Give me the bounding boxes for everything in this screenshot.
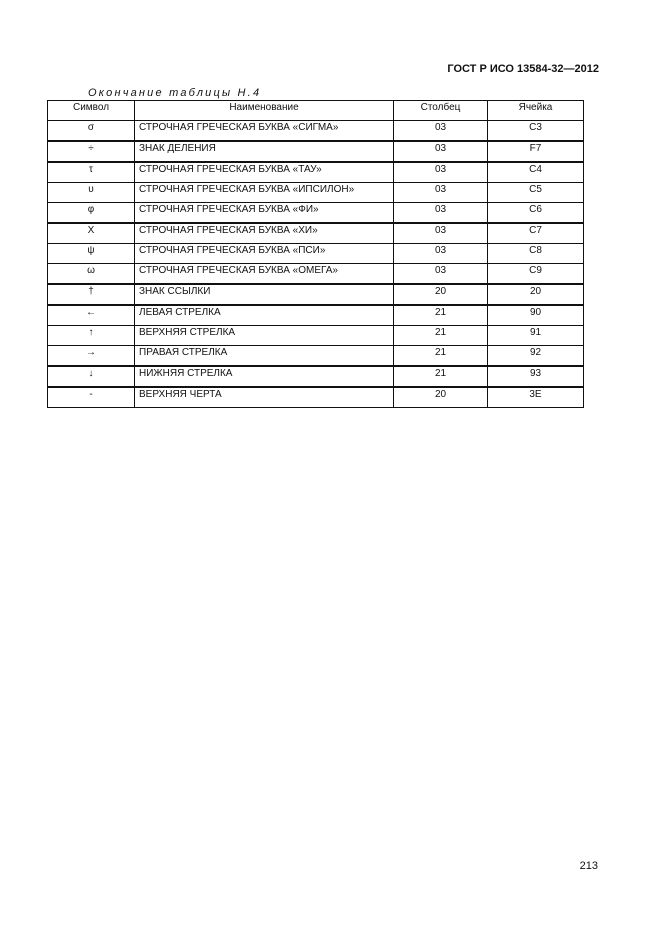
cell-column: 21 — [393, 325, 488, 346]
table-row: ÷ ЗНАК ДЕЛЕНИЯ 03 F7 — [47, 140, 584, 163]
cell-column: 03 — [393, 202, 488, 224]
table-row: υ СТРОЧНАЯ ГРЕЧЕСКАЯ БУКВА «ИПСИЛОН» 03 C5 — [47, 182, 584, 203]
table-row: φ СТРОЧНАЯ ГРЕЧЕСКАЯ БУКВА «ФИ» 03 C6 — [47, 202, 584, 224]
cell-symbol: ψ — [47, 243, 135, 264]
table-caption: Окончание таблицы Н.4 — [88, 87, 262, 99]
cell-name: ЗНАК ДЕЛЕНИЯ — [134, 140, 394, 163]
cell-name: ВЕРХНЯЯ СТРЕЛКА — [134, 325, 394, 346]
cell-symbol: ÷ — [47, 140, 135, 163]
cell-symbol: τ — [47, 161, 135, 183]
cell-cell: F7 — [487, 140, 584, 163]
character-table: Символ Наименование Столбец Ячейка σ СТРО… — [47, 100, 584, 408]
table-row: ↑ ВЕРХНЯЯ СТРЕЛКА 21 91 — [47, 325, 584, 346]
table-row: ← ЛЕВАЯ СТРЕЛКА 21 90 — [47, 304, 584, 326]
cell-cell: C7 — [487, 222, 584, 244]
cell-column: 20 — [393, 283, 488, 306]
cell-cell: C5 — [487, 182, 584, 203]
cell-column: 20 — [393, 386, 488, 408]
cell-name: ЗНАК ССЫЛКИ — [134, 283, 394, 306]
cell-symbol: † — [47, 283, 135, 306]
cell-name: СТРОЧНАЯ ГРЕЧЕСКАЯ БУКВА «СИГМА» — [134, 120, 394, 142]
cell-cell: 92 — [487, 345, 584, 367]
page-number: 213 — [579, 860, 598, 872]
col-header-column: Столбец — [393, 100, 488, 121]
cell-name: СТРОЧНАЯ ГРЕЧЕСКАЯ БУКВА «ТАУ» — [134, 161, 394, 183]
cell-name: СТРОЧНАЯ ГРЕЧЕСКАЯ БУКВА «ПСИ» — [134, 243, 394, 264]
cell-symbol: ← — [47, 304, 135, 326]
cell-column: 21 — [393, 304, 488, 326]
cell-symbol: - — [47, 386, 135, 408]
cell-column: 21 — [393, 345, 488, 367]
cell-symbol: φ — [47, 202, 135, 224]
cell-column: 03 — [393, 120, 488, 142]
cell-symbol: ω — [47, 263, 135, 285]
table-row: ↓ НИЖНЯЯ СТРЕЛКА 21 93 — [47, 365, 584, 388]
cell-name: СТРОЧНАЯ ГРЕЧЕСКАЯ БУКВА «ОМЕГА» — [134, 263, 394, 285]
cell-column: 03 — [393, 263, 488, 285]
cell-symbol: ↓ — [47, 365, 135, 388]
cell-name: ЛЕВАЯ СТРЕЛКА — [134, 304, 394, 326]
cell-cell: 93 — [487, 365, 584, 388]
cell-column: 03 — [393, 140, 488, 163]
document-id: ГОСТ Р ИСО 13584-32—2012 — [447, 63, 599, 75]
cell-cell: C6 — [487, 202, 584, 224]
table-row: τ СТРОЧНАЯ ГРЕЧЕСКАЯ БУКВА «ТАУ» 03 C4 — [47, 161, 584, 183]
table-row: ψ СТРОЧНАЯ ГРЕЧЕСКАЯ БУКВА «ПСИ» 03 C8 — [47, 243, 584, 264]
table-row: Χ СТРОЧНАЯ ГРЕЧЕСКАЯ БУКВА «ХИ» 03 C7 — [47, 222, 584, 244]
cell-column: 03 — [393, 222, 488, 244]
cell-name: СТРОЧНАЯ ГРЕЧЕСКАЯ БУКВА «ИПСИЛОН» — [134, 182, 394, 203]
table-header-row: Символ Наименование Столбец Ячейка — [47, 100, 584, 121]
cell-cell: C3 — [487, 120, 584, 142]
table-row: → ПРАВАЯ СТРЕЛКА 21 92 — [47, 345, 584, 367]
cell-cell: 3E — [487, 386, 584, 408]
table-row: σ СТРОЧНАЯ ГРЕЧЕСКАЯ БУКВА «СИГМА» 03 C3 — [47, 120, 584, 142]
cell-cell: 20 — [487, 283, 584, 306]
cell-name: СТРОЧНАЯ ГРЕЧЕСКАЯ БУКВА «ФИ» — [134, 202, 394, 224]
cell-column: 03 — [393, 182, 488, 203]
col-header-symbol: Символ — [47, 100, 135, 121]
table-row: ω СТРОЧНАЯ ГРЕЧЕСКАЯ БУКВА «ОМЕГА» 03 C9 — [47, 263, 584, 285]
cell-cell: C8 — [487, 243, 584, 264]
cell-symbol: → — [47, 345, 135, 367]
cell-cell: 91 — [487, 325, 584, 346]
cell-cell: C4 — [487, 161, 584, 183]
cell-name: СТРОЧНАЯ ГРЕЧЕСКАЯ БУКВА «ХИ» — [134, 222, 394, 244]
cell-symbol: σ — [47, 120, 135, 142]
cell-symbol: ↑ — [47, 325, 135, 346]
cell-name: НИЖНЯЯ СТРЕЛКА — [134, 365, 394, 388]
cell-column: 03 — [393, 243, 488, 264]
cell-cell: 90 — [487, 304, 584, 326]
cell-name: ПРАВАЯ СТРЕЛКА — [134, 345, 394, 367]
cell-symbol: υ — [47, 182, 135, 203]
cell-column: 03 — [393, 161, 488, 183]
cell-cell: C9 — [487, 263, 584, 285]
table-row: - ВЕРХНЯЯ ЧЕРТА 20 3E — [47, 386, 584, 408]
table-row: † ЗНАК ССЫЛКИ 20 20 — [47, 283, 584, 306]
col-header-name: Наименование — [134, 100, 394, 121]
cell-symbol: Χ — [47, 222, 135, 244]
cell-column: 21 — [393, 365, 488, 388]
col-header-cell: Ячейка — [487, 100, 584, 121]
cell-name: ВЕРХНЯЯ ЧЕРТА — [134, 386, 394, 408]
